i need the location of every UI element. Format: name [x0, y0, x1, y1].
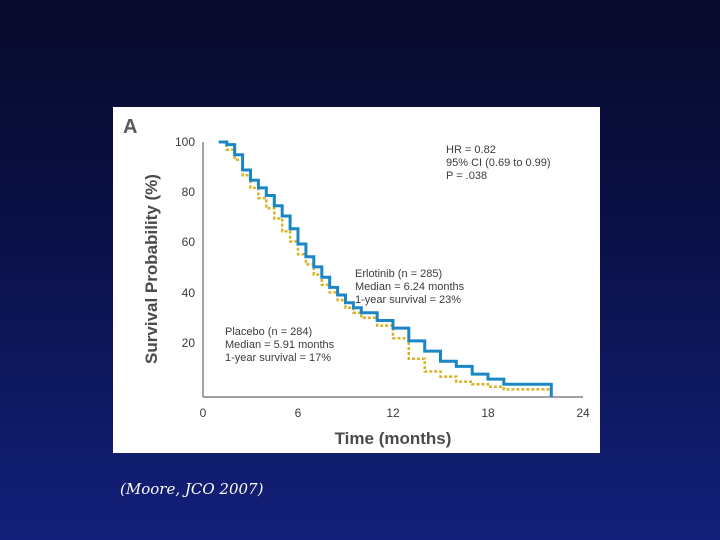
x-tick-label: 24 — [576, 406, 590, 420]
hr-text: HR = 0.82 — [446, 144, 496, 156]
erlotinib-median: Median = 6.24 months — [355, 281, 465, 293]
stats-annotation: HR = 0.82 95% CI (0.69 to 0.99) P = .038 — [446, 144, 551, 182]
placebo-median: Median = 5.91 months — [225, 339, 335, 351]
placebo-annotation: Placebo (n = 284) Median = 5.91 months 1… — [225, 326, 335, 364]
x-tick-label: 12 — [386, 406, 400, 420]
survival-chart: A 20 40 60 80 100 0 6 12 18 24 Time (mon… — [123, 116, 590, 448]
x-axis-ticks: 0 6 12 18 24 — [200, 406, 590, 420]
erlotinib-annotation: Erlotinib (n = 285) Median = 6.24 months… — [355, 268, 465, 306]
y-axis-title: Survival Probability (%) — [142, 174, 161, 364]
figure-panel: A 20 40 60 80 100 0 6 12 18 24 Time (mon… — [113, 107, 600, 453]
citation-text: (Moore, JCO 2007) — [120, 480, 264, 498]
x-tick-label: 18 — [481, 406, 495, 420]
p-value-text: P = .038 — [446, 170, 487, 182]
y-axis-ticks: 20 40 60 80 100 — [175, 135, 195, 350]
y-tick-label: 40 — [182, 286, 196, 300]
x-tick-label: 6 — [295, 406, 302, 420]
placebo-survival: 1-year survival = 17% — [225, 352, 331, 364]
y-tick-label: 60 — [182, 235, 196, 249]
placebo-title: Placebo (n = 284) — [225, 326, 312, 338]
erlotinib-survival: 1-year survival = 23% — [355, 294, 461, 306]
erlotinib-title: Erlotinib (n = 285) — [355, 268, 442, 280]
series-line-placebo — [218, 140, 553, 392]
panel-label: A — [123, 116, 137, 138]
y-tick-label: 20 — [182, 336, 196, 350]
ci-text: 95% CI (0.69 to 0.99) — [446, 157, 551, 169]
y-tick-label: 80 — [182, 185, 196, 199]
y-tick-label: 100 — [175, 135, 195, 149]
series-line-erlotinib — [218, 140, 553, 397]
x-axis-title: Time (months) — [335, 429, 452, 448]
x-tick-label: 0 — [200, 406, 207, 420]
